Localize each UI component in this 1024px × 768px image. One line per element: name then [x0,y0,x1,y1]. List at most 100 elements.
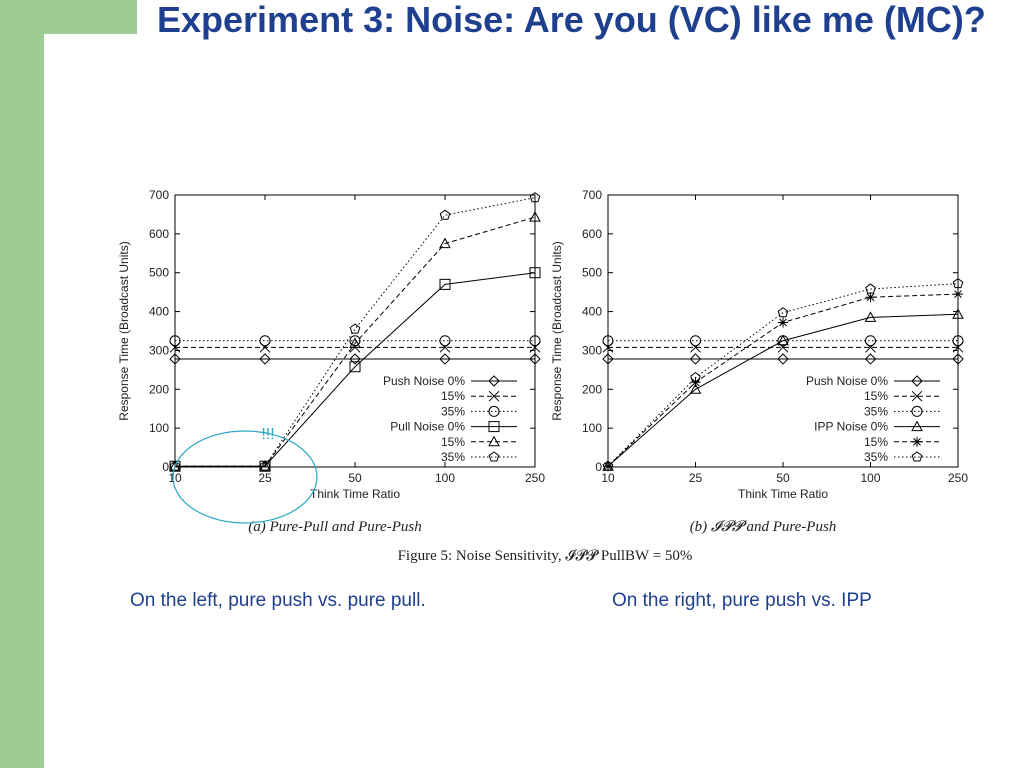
legend-label: Push Noise 0% [383,374,465,388]
x-axis-label: Think Time Ratio [738,487,828,501]
legend-marker [488,405,500,417]
series-0 [602,353,964,365]
caption-left: On the left, pure push vs. pure pull. [130,590,426,611]
data-point [439,237,451,249]
data-point [349,361,361,373]
y-tick-label: 200 [582,382,602,396]
y-tick-label: 300 [149,343,169,357]
x-tick-label: 250 [948,471,968,485]
y-axis-label: Response Time (Broadcast Units) [550,241,564,420]
x-tick-label: 250 [525,471,545,485]
x-tick-label: 50 [776,471,790,485]
slide-side-accent [0,0,44,768]
data-point [349,353,361,365]
x-tick-label: 10 [601,471,615,485]
y-tick-label: 500 [149,266,169,280]
x-tick-label: 25 [689,471,703,485]
data-point [169,353,181,365]
annotation-text: !!! [261,426,274,443]
legend-marker [911,375,923,387]
legend-label: 15% [441,435,465,449]
x-tick-label: 100 [860,471,880,485]
data-point [952,308,964,319]
legend-marker [912,436,922,447]
data-point [259,460,271,471]
slide-corner-curve [44,34,137,94]
legend-label: 35% [441,450,465,464]
y-tick-label: 100 [149,421,169,435]
data-point [349,323,361,334]
legend-label: 15% [441,389,465,403]
series-3 [602,308,964,471]
chart-ipp-vs-push: 0 100 200 300 400 500 600 700 10 25 50 100 250 Think … [550,188,968,535]
series-5 [602,277,964,471]
x-tick-label: 10 [168,471,182,485]
data-point [952,353,964,365]
data-point [529,335,541,347]
x-tick-label: 100 [435,471,455,485]
legend-label: 35% [864,450,888,464]
figure-caption: Figure 5: Noise Sensitivity, 𝓘𝓟𝓟 PullBW … [398,548,693,564]
y-tick-label: 200 [149,382,169,396]
data-point [865,292,876,303]
y-tick-label: 600 [582,227,602,241]
y-tick-label: 600 [149,227,169,241]
series-line [607,283,959,467]
series-4 [603,289,963,472]
y-tick-label: 0 [595,460,602,474]
data-point [602,335,614,347]
slide-title: Experiment 3: Noise: Are you (VC) like m… [157,0,986,40]
data-point [864,353,877,365]
y-tick-label: 0 [162,460,169,474]
slide-top-accent [0,0,137,34]
data-point [602,460,614,471]
y-tick-label: 300 [582,343,602,357]
data-point [690,377,701,388]
legend-label: 15% [864,435,888,449]
legend-marker [488,435,500,447]
data-point [169,460,181,471]
data-point [778,317,788,328]
legend-label: Push Noise 0% [806,374,888,388]
y-tick-label: 500 [582,266,602,280]
series-line [175,216,536,467]
series-3 [169,267,541,472]
highlight-ellipse [172,430,318,524]
data-point [439,209,451,220]
data-point [865,283,876,294]
data-point [952,335,964,347]
legend-label: 15% [864,389,888,403]
legend-label: Pull Noise 0% [390,420,465,434]
legend-label: 35% [864,404,888,418]
legend-marker [488,375,500,387]
legend-marker [488,421,500,433]
series-line [175,272,536,467]
series-2 [169,335,541,347]
data-point [259,335,271,347]
legend-marker [488,451,500,462]
y-axis-label: Response Time (Broadcast Units) [117,241,131,420]
data-point [602,353,614,365]
series-5 [169,192,541,471]
data-point [690,335,701,347]
data-point [439,278,451,290]
x-tick-label: 50 [348,471,362,485]
data-point [439,353,451,365]
chart-pure-pull-vs-push: 0 100 200 300 400 500 600 700 10 25 50 100 250 Think … [117,188,545,535]
data-point [349,337,361,348]
data-point [529,353,541,365]
legend-marker [911,390,923,402]
data-point [439,335,451,347]
data-point [529,267,541,279]
data-point [953,289,963,300]
data-point [529,211,541,222]
y-tick-label: 400 [582,305,602,319]
legend-marker [911,420,923,432]
data-point [689,383,702,394]
legend-marker [911,451,923,462]
data-point [777,334,789,346]
chart-caption: (a) Pure-Pull and Pure-Push [248,519,421,535]
data-point [689,353,702,365]
legend-label: IPP Noise 0% [814,420,888,434]
